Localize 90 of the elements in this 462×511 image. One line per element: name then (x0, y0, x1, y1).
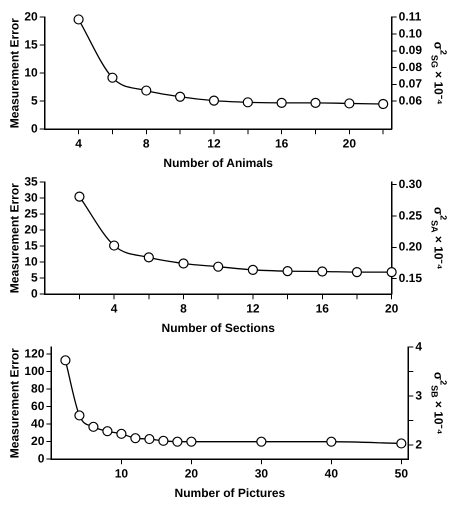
y-tick-label: 5 (31, 270, 38, 285)
y-tick-label: 0 (38, 452, 45, 466)
y2-tick-label: 2 (415, 437, 422, 452)
point (186, 436, 196, 447)
point (60, 355, 71, 366)
x-tick-label: 8 (142, 136, 150, 151)
y-tick-label: 10 (24, 254, 38, 269)
x-tick-label: 12 (246, 302, 260, 316)
point (317, 266, 328, 277)
x-tick-label: 20 (342, 136, 356, 151)
y2-tick-label: 0.25 (398, 208, 422, 222)
point (130, 433, 140, 444)
point (158, 436, 168, 446)
x-tick-label: 12 (207, 136, 221, 151)
x-tick-label: 20 (184, 466, 198, 481)
point (256, 436, 266, 447)
point (141, 85, 152, 96)
x-axis-title: Number of Sections (162, 321, 276, 336)
point (378, 98, 388, 110)
y2-tick-label: 0.30 (398, 177, 422, 192)
x-tick-label: 8 (180, 302, 188, 316)
y-tick-label: 20 (24, 222, 38, 237)
x-tick-label: 4 (110, 302, 118, 316)
y2-tick-label: 3 (415, 388, 422, 402)
y-tick-label: 20 (31, 434, 45, 448)
point (109, 240, 120, 251)
point (74, 410, 85, 421)
point (116, 428, 127, 439)
x-tick-label: 16 (316, 302, 330, 316)
y2-axis-title: σ2SB × 10⁻⁴ (430, 372, 449, 435)
y2-tick-label: 0.20 (398, 240, 422, 254)
point (213, 262, 224, 272)
point (352, 267, 362, 278)
y2-tick-label: 0.09 (398, 43, 422, 58)
y2-tick-label: 0.15 (398, 270, 422, 285)
x-axis-title: Number of Animals (163, 156, 274, 170)
y-tick-label: 100 (24, 364, 45, 378)
point (208, 96, 220, 106)
point (344, 98, 354, 109)
point (144, 434, 154, 444)
y-tick-label: 0 (31, 286, 38, 301)
point (396, 438, 406, 449)
y-tick-label: 120 (24, 346, 45, 361)
y-tick-label: 0 (31, 122, 38, 136)
y2-tick-label: 0.08 (398, 60, 422, 74)
point (175, 92, 186, 102)
x-axis-title: Number of Pictures (174, 486, 286, 500)
y-axis-title: Measurement Error (8, 18, 22, 128)
y-tick-label: 60 (31, 399, 45, 414)
y-tick-label: 20 (24, 10, 38, 24)
point (326, 436, 336, 447)
y-tick-label: 15 (24, 38, 38, 52)
x-tick-label: 10 (114, 466, 128, 481)
y2-tick-label: 4 (415, 340, 422, 354)
x-tick-label: 16 (274, 136, 289, 151)
point (386, 267, 397, 278)
y-tick-label: 15 (24, 238, 38, 253)
y-tick-label: 30 (24, 190, 38, 205)
y-tick-label: 25 (24, 206, 38, 221)
y-tick-label: 10 (24, 66, 38, 80)
point (178, 258, 189, 269)
x-tick-label: 4 (75, 136, 82, 151)
x-tick-label: 50 (394, 466, 408, 481)
point (282, 266, 293, 276)
point (74, 192, 85, 202)
point (248, 264, 258, 275)
y2-tick-label: 0.10 (398, 26, 422, 40)
point (172, 436, 182, 447)
point (107, 72, 118, 83)
y-tick-label: 80 (31, 382, 45, 396)
x-tick-label: 20 (384, 302, 399, 316)
x-tick-label: 40 (324, 466, 338, 481)
x-tick-label: 30 (254, 466, 268, 481)
point (73, 14, 84, 25)
y2-tick-label: 0.06 (398, 93, 422, 108)
point (88, 422, 99, 432)
y-axis-title: Measurement Error (8, 348, 22, 458)
y2-tick-label: 0.07 (398, 76, 422, 91)
y-tick-label: 35 (24, 174, 38, 189)
point (102, 426, 113, 436)
y2-axis-title: σ2SA × 10⁻⁴ (430, 206, 449, 270)
point (242, 97, 253, 108)
point (144, 252, 154, 262)
y2-tick-label: 0.11 (398, 10, 422, 24)
y2-axis-title: σ2SG × 10⁻⁴ (430, 42, 449, 105)
y-tick-label: 40 (31, 416, 45, 431)
y-axis-title: Measurement Error (8, 182, 22, 294)
point (276, 98, 287, 108)
point (310, 98, 321, 108)
y-tick-label: 5 (31, 94, 38, 108)
